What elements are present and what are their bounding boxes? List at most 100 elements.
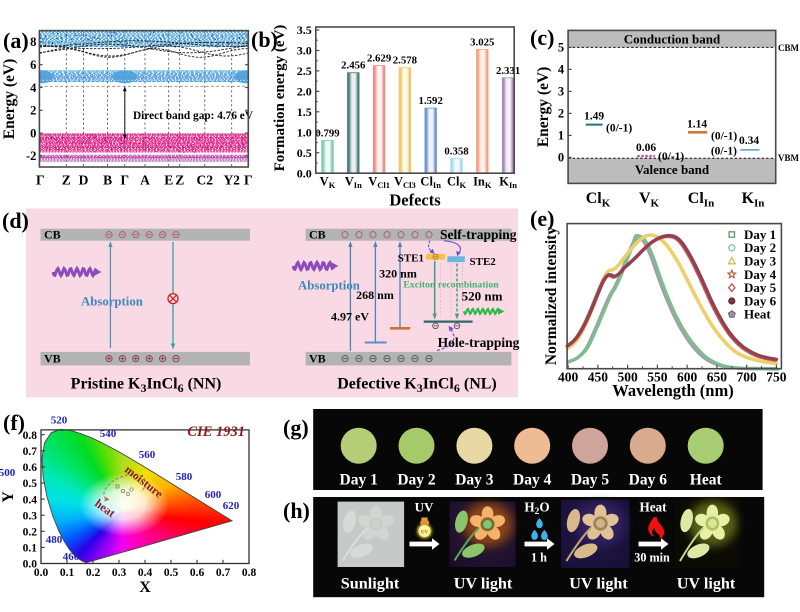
svg-text:500: 500 (0, 467, 16, 479)
svg-text:520 nm: 520 nm (462, 289, 503, 304)
svg-text:(0/-1): (0/-1) (711, 145, 737, 157)
svg-text:650: 650 (707, 370, 728, 385)
svg-text:Valence band: Valence band (635, 162, 710, 177)
svg-text:0.5: 0.5 (23, 478, 38, 490)
svg-text:D: D (79, 173, 89, 188)
svg-text:X: X (139, 579, 151, 596)
svg-text:Heat: Heat (744, 307, 771, 322)
svg-text:Pristine K3InCl6 (NN): Pristine K3InCl6 (NN) (71, 376, 222, 396)
svg-text:0.358: 0.358 (444, 146, 469, 158)
svg-text:CB: CB (309, 228, 326, 242)
svg-text:0: 0 (558, 151, 564, 165)
svg-text:VK: VK (639, 190, 660, 210)
svg-text:Y: Y (0, 491, 17, 503)
svg-text:0: 0 (30, 126, 36, 140)
svg-text:Y2: Y2 (223, 173, 240, 188)
svg-text:InK: InK (473, 175, 492, 191)
svg-text:4: 4 (558, 63, 565, 77)
svg-text:Formation energy (eV): Formation energy (eV) (272, 25, 288, 172)
svg-text:Z: Z (62, 173, 71, 188)
svg-text:Day 3: Day 3 (744, 254, 777, 269)
svg-text:Direct band gap: 4.76 eV: Direct band gap: 4.76 eV (133, 110, 254, 122)
svg-text:0.3: 0.3 (112, 567, 127, 579)
svg-text:1.14: 1.14 (687, 118, 707, 130)
svg-text:Absorption: Absorption (81, 295, 143, 309)
svg-text:Z: Z (175, 173, 184, 188)
svg-text:Day 6: Day 6 (744, 293, 777, 308)
svg-text:ClIn: ClIn (420, 175, 441, 191)
svg-text:0.1: 0.1 (23, 543, 38, 555)
svg-text:0.799: 0.799 (315, 128, 340, 140)
svg-text:0.5: 0.5 (164, 567, 179, 579)
svg-text:Day 5: Day 5 (571, 472, 610, 489)
svg-text:KIn: KIn (499, 175, 517, 191)
svg-text:2.5: 2.5 (297, 64, 312, 78)
svg-text:VCl3: VCl3 (394, 175, 416, 191)
svg-text:2.0: 2.0 (297, 85, 312, 99)
svg-text:0.5: 0.5 (297, 146, 312, 160)
svg-text:UV light: UV light (677, 575, 736, 593)
svg-text:E: E (164, 173, 173, 188)
svg-text:600: 600 (677, 370, 698, 385)
svg-text:Day 3: Day 3 (455, 472, 494, 489)
svg-text:H2O: H2O (524, 500, 549, 518)
svg-text:Day 1: Day 1 (744, 227, 776, 242)
svg-text:C2: C2 (197, 173, 214, 188)
svg-text:0.6: 0.6 (190, 567, 205, 579)
svg-text:moisture: moisture (122, 462, 166, 500)
svg-text:UV: UV (415, 500, 434, 515)
svg-text:Day 6: Day 6 (629, 472, 668, 489)
svg-text:Γ: Γ (244, 173, 253, 188)
svg-text:STE2: STE2 (470, 256, 497, 268)
svg-text:3.025: 3.025 (470, 36, 494, 48)
svg-text:ClK: ClK (586, 190, 611, 210)
svg-text:CB: CB (44, 228, 61, 242)
svg-text:1 h: 1 h (531, 551, 547, 565)
svg-text:268 nm: 268 nm (356, 288, 394, 302)
svg-text:Heat: Heat (639, 500, 667, 515)
svg-text:Exciton recombination: Exciton recombination (403, 280, 499, 291)
svg-text:2: 2 (558, 107, 564, 121)
svg-text:ClK: ClK (447, 175, 467, 191)
svg-text:320 nm: 320 nm (379, 267, 417, 281)
svg-text:0.06: 0.06 (636, 142, 656, 154)
svg-text:VB: VB (309, 352, 326, 366)
svg-text:Defects: Defects (389, 191, 441, 210)
svg-text:600: 600 (205, 489, 222, 501)
svg-text:3.5: 3.5 (297, 23, 312, 37)
svg-text:Wavelength (nm): Wavelength (nm) (612, 381, 733, 400)
svg-text:0.4: 0.4 (138, 567, 153, 579)
svg-text:750: 750 (766, 370, 787, 385)
svg-text:(a): (a) (3, 28, 29, 53)
svg-text:0.8: 0.8 (23, 430, 38, 442)
svg-text:0.7: 0.7 (23, 446, 38, 458)
svg-text:Conduction band: Conduction band (624, 32, 721, 47)
svg-text:UV light: UV light (569, 575, 628, 593)
svg-text:480: 480 (46, 534, 63, 546)
svg-text:(0/-1): (0/-1) (658, 151, 684, 163)
svg-text:580: 580 (176, 471, 193, 483)
svg-text:Normalized intensity: Normalized intensity (543, 227, 560, 365)
svg-text:2.456: 2.456 (341, 60, 366, 72)
svg-text:Self-trapping: Self-trapping (440, 227, 517, 242)
svg-text:3: 3 (558, 85, 564, 99)
svg-text:1.49: 1.49 (584, 111, 604, 123)
svg-text:(b): (b) (251, 27, 278, 52)
svg-text:0.0: 0.0 (23, 559, 38, 571)
svg-text:B: B (103, 173, 112, 188)
svg-text:Day 2: Day 2 (744, 240, 776, 255)
svg-text:620: 620 (223, 500, 240, 512)
svg-text:VIn: VIn (345, 175, 362, 191)
svg-text:Energy (eV): Energy (eV) (1, 59, 18, 140)
svg-text:Γ: Γ (36, 173, 45, 188)
svg-text:VB: VB (44, 352, 61, 366)
svg-text:(0/-1): (0/-1) (606, 123, 632, 135)
svg-text:2: 2 (30, 104, 36, 118)
svg-text:Day 1: Day 1 (340, 472, 378, 489)
svg-text:540: 540 (100, 428, 117, 440)
svg-text:1.0: 1.0 (297, 125, 312, 139)
svg-text:0.2: 0.2 (23, 527, 38, 539)
svg-text:Sunlight: Sunlight (341, 575, 400, 593)
svg-text:1.592: 1.592 (419, 95, 443, 107)
svg-text:KIn: KIn (742, 190, 765, 210)
